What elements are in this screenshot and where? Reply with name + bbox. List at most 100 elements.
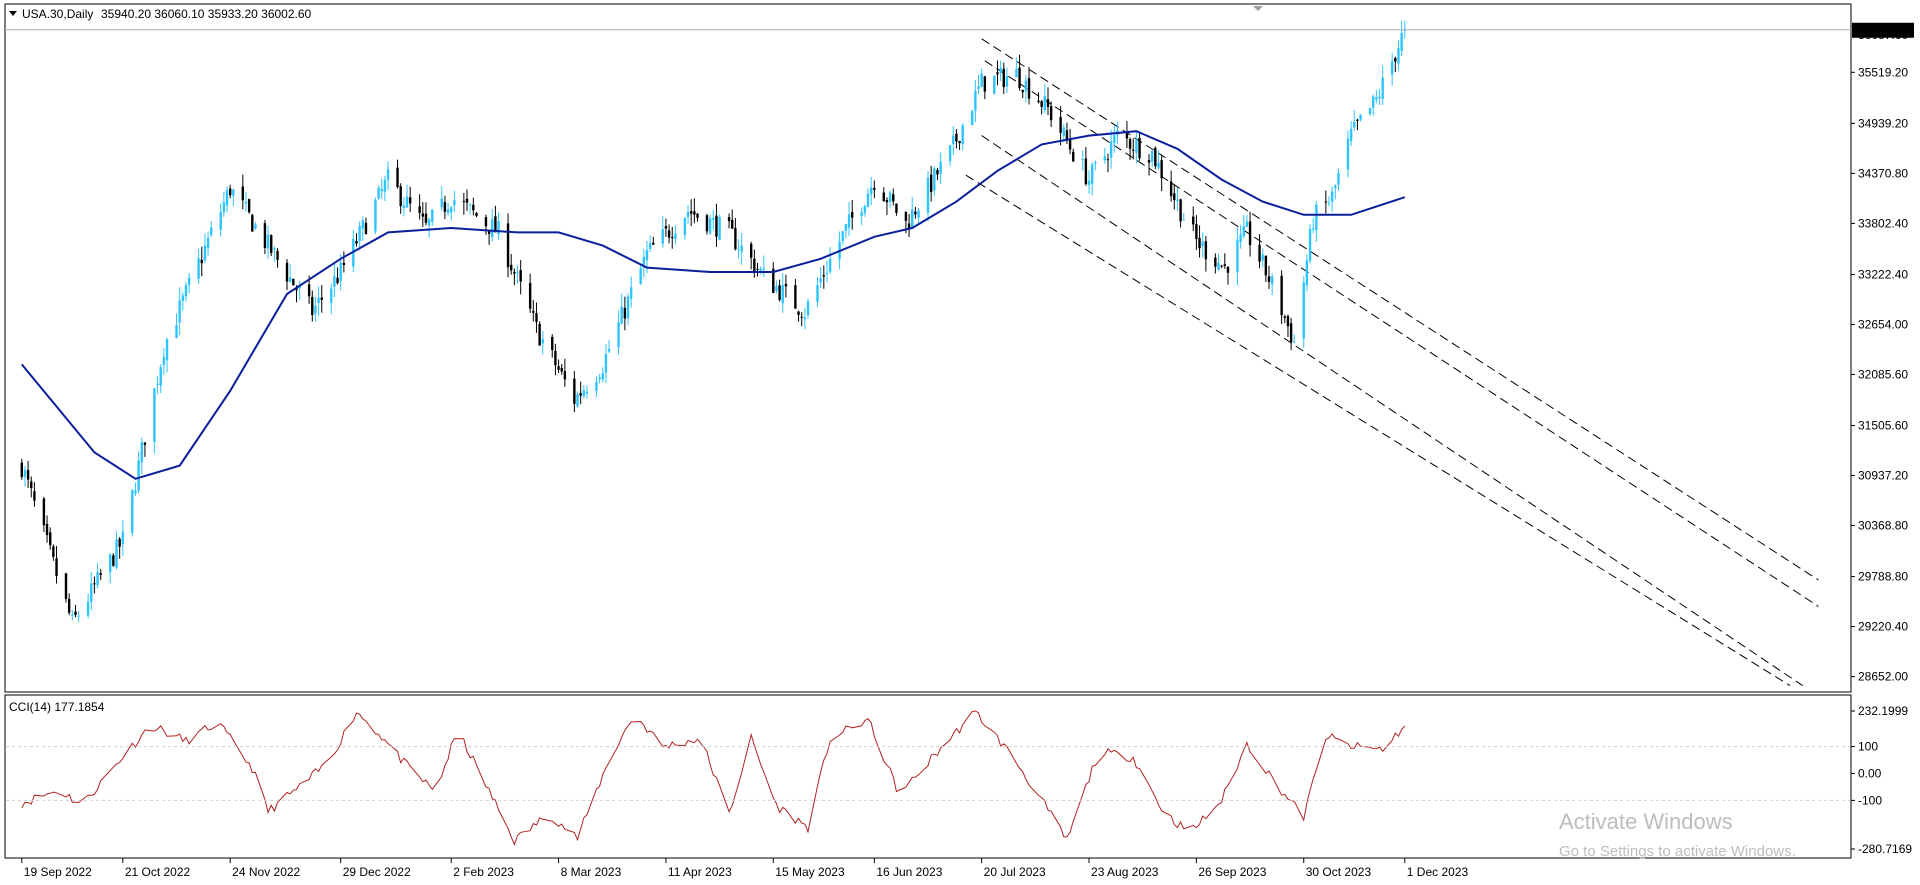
candle xyxy=(1236,227,1239,286)
candle xyxy=(652,236,655,245)
candle xyxy=(67,593,71,616)
cci-tick-label: -100 xyxy=(1858,793,1882,807)
candle xyxy=(232,188,235,206)
candle xyxy=(487,229,491,245)
candle xyxy=(1245,214,1249,228)
candle xyxy=(604,344,608,383)
candle xyxy=(200,246,203,277)
candle xyxy=(134,482,137,497)
price-tick-label: 33802.40 xyxy=(1858,216,1908,230)
candle xyxy=(475,212,478,218)
candle xyxy=(1204,235,1208,272)
candle xyxy=(1261,248,1264,268)
candle xyxy=(121,519,125,556)
candle xyxy=(64,572,68,603)
candle xyxy=(1084,146,1088,186)
candle xyxy=(686,205,690,225)
time-tick-label: 19 Sep 2022 xyxy=(24,865,92,879)
candle xyxy=(396,159,399,189)
candle xyxy=(841,231,844,245)
candle xyxy=(749,241,753,270)
channel-line[interactable] xyxy=(984,60,1819,607)
candle xyxy=(1090,162,1094,196)
candle xyxy=(1043,83,1047,114)
ohlc-label: 35940.20 36060.10 35933.20 36002.60 xyxy=(101,7,312,21)
candle xyxy=(1021,89,1024,99)
channel-line[interactable] xyxy=(981,135,1803,687)
candle xyxy=(911,197,914,229)
candle xyxy=(244,191,248,212)
candle xyxy=(1372,94,1375,116)
candle xyxy=(45,515,49,543)
candle xyxy=(33,482,36,507)
last-price-marker: 36002.60 xyxy=(1852,23,1914,38)
cci-label[interactable]: CCI(14) 177.1854 xyxy=(9,700,105,714)
candle xyxy=(374,197,377,235)
candle xyxy=(582,385,586,399)
candle xyxy=(642,248,646,278)
candle xyxy=(1198,225,1201,258)
candle xyxy=(1349,121,1353,146)
candle xyxy=(1248,211,1252,257)
candle xyxy=(1223,253,1227,269)
symbol-dropdown-icon[interactable] xyxy=(9,11,17,16)
candle xyxy=(184,282,188,302)
candle xyxy=(311,290,314,322)
candle xyxy=(734,218,737,251)
candle xyxy=(143,442,147,457)
candle xyxy=(952,125,955,155)
candle xyxy=(759,266,762,275)
candle xyxy=(1330,186,1334,213)
candle xyxy=(317,286,320,316)
candle xyxy=(26,460,30,488)
candle xyxy=(298,280,301,300)
candle xyxy=(510,254,513,275)
candle xyxy=(797,310,800,322)
channel-line[interactable] xyxy=(965,174,1791,687)
candle xyxy=(342,251,346,273)
candle xyxy=(885,197,889,216)
candle xyxy=(519,260,522,295)
channel-lines[interactable] xyxy=(965,38,1819,687)
candle xyxy=(648,235,652,252)
candle xyxy=(1015,57,1018,78)
candle xyxy=(440,186,443,211)
candle xyxy=(1381,65,1384,105)
shift-marker-icon[interactable] xyxy=(1253,6,1263,11)
symbol-label[interactable]: USA.30,Daily xyxy=(22,7,93,21)
channel-line[interactable] xyxy=(981,38,1819,581)
candle xyxy=(288,264,292,283)
candle xyxy=(585,385,589,399)
time-tick-label: 2 Feb 2023 xyxy=(453,865,514,879)
candle xyxy=(993,75,996,95)
candle xyxy=(1242,214,1245,239)
candle xyxy=(866,188,870,208)
candle xyxy=(443,195,447,220)
candle xyxy=(52,544,55,561)
candle xyxy=(1087,170,1091,194)
candle xyxy=(30,476,33,498)
candle xyxy=(528,273,532,313)
candle xyxy=(273,246,276,262)
candle xyxy=(1356,118,1359,131)
candle xyxy=(450,206,453,221)
candle xyxy=(1283,314,1287,324)
candle xyxy=(484,214,488,235)
candle xyxy=(380,178,383,200)
candle xyxy=(803,307,807,330)
candle xyxy=(1002,62,1005,95)
candle xyxy=(617,310,620,355)
candle xyxy=(197,248,200,285)
time-tick-label: 20 Jul 2023 xyxy=(984,865,1046,879)
candle xyxy=(1132,138,1135,160)
cci-panel-frame xyxy=(4,694,1852,859)
candle xyxy=(330,283,333,315)
candle xyxy=(418,194,421,220)
candle xyxy=(712,209,715,230)
candle xyxy=(1270,273,1274,296)
candle xyxy=(844,223,848,239)
candle xyxy=(740,233,743,265)
candle xyxy=(1049,101,1053,128)
time-tick-label: 11 Apr 2023 xyxy=(668,865,732,879)
